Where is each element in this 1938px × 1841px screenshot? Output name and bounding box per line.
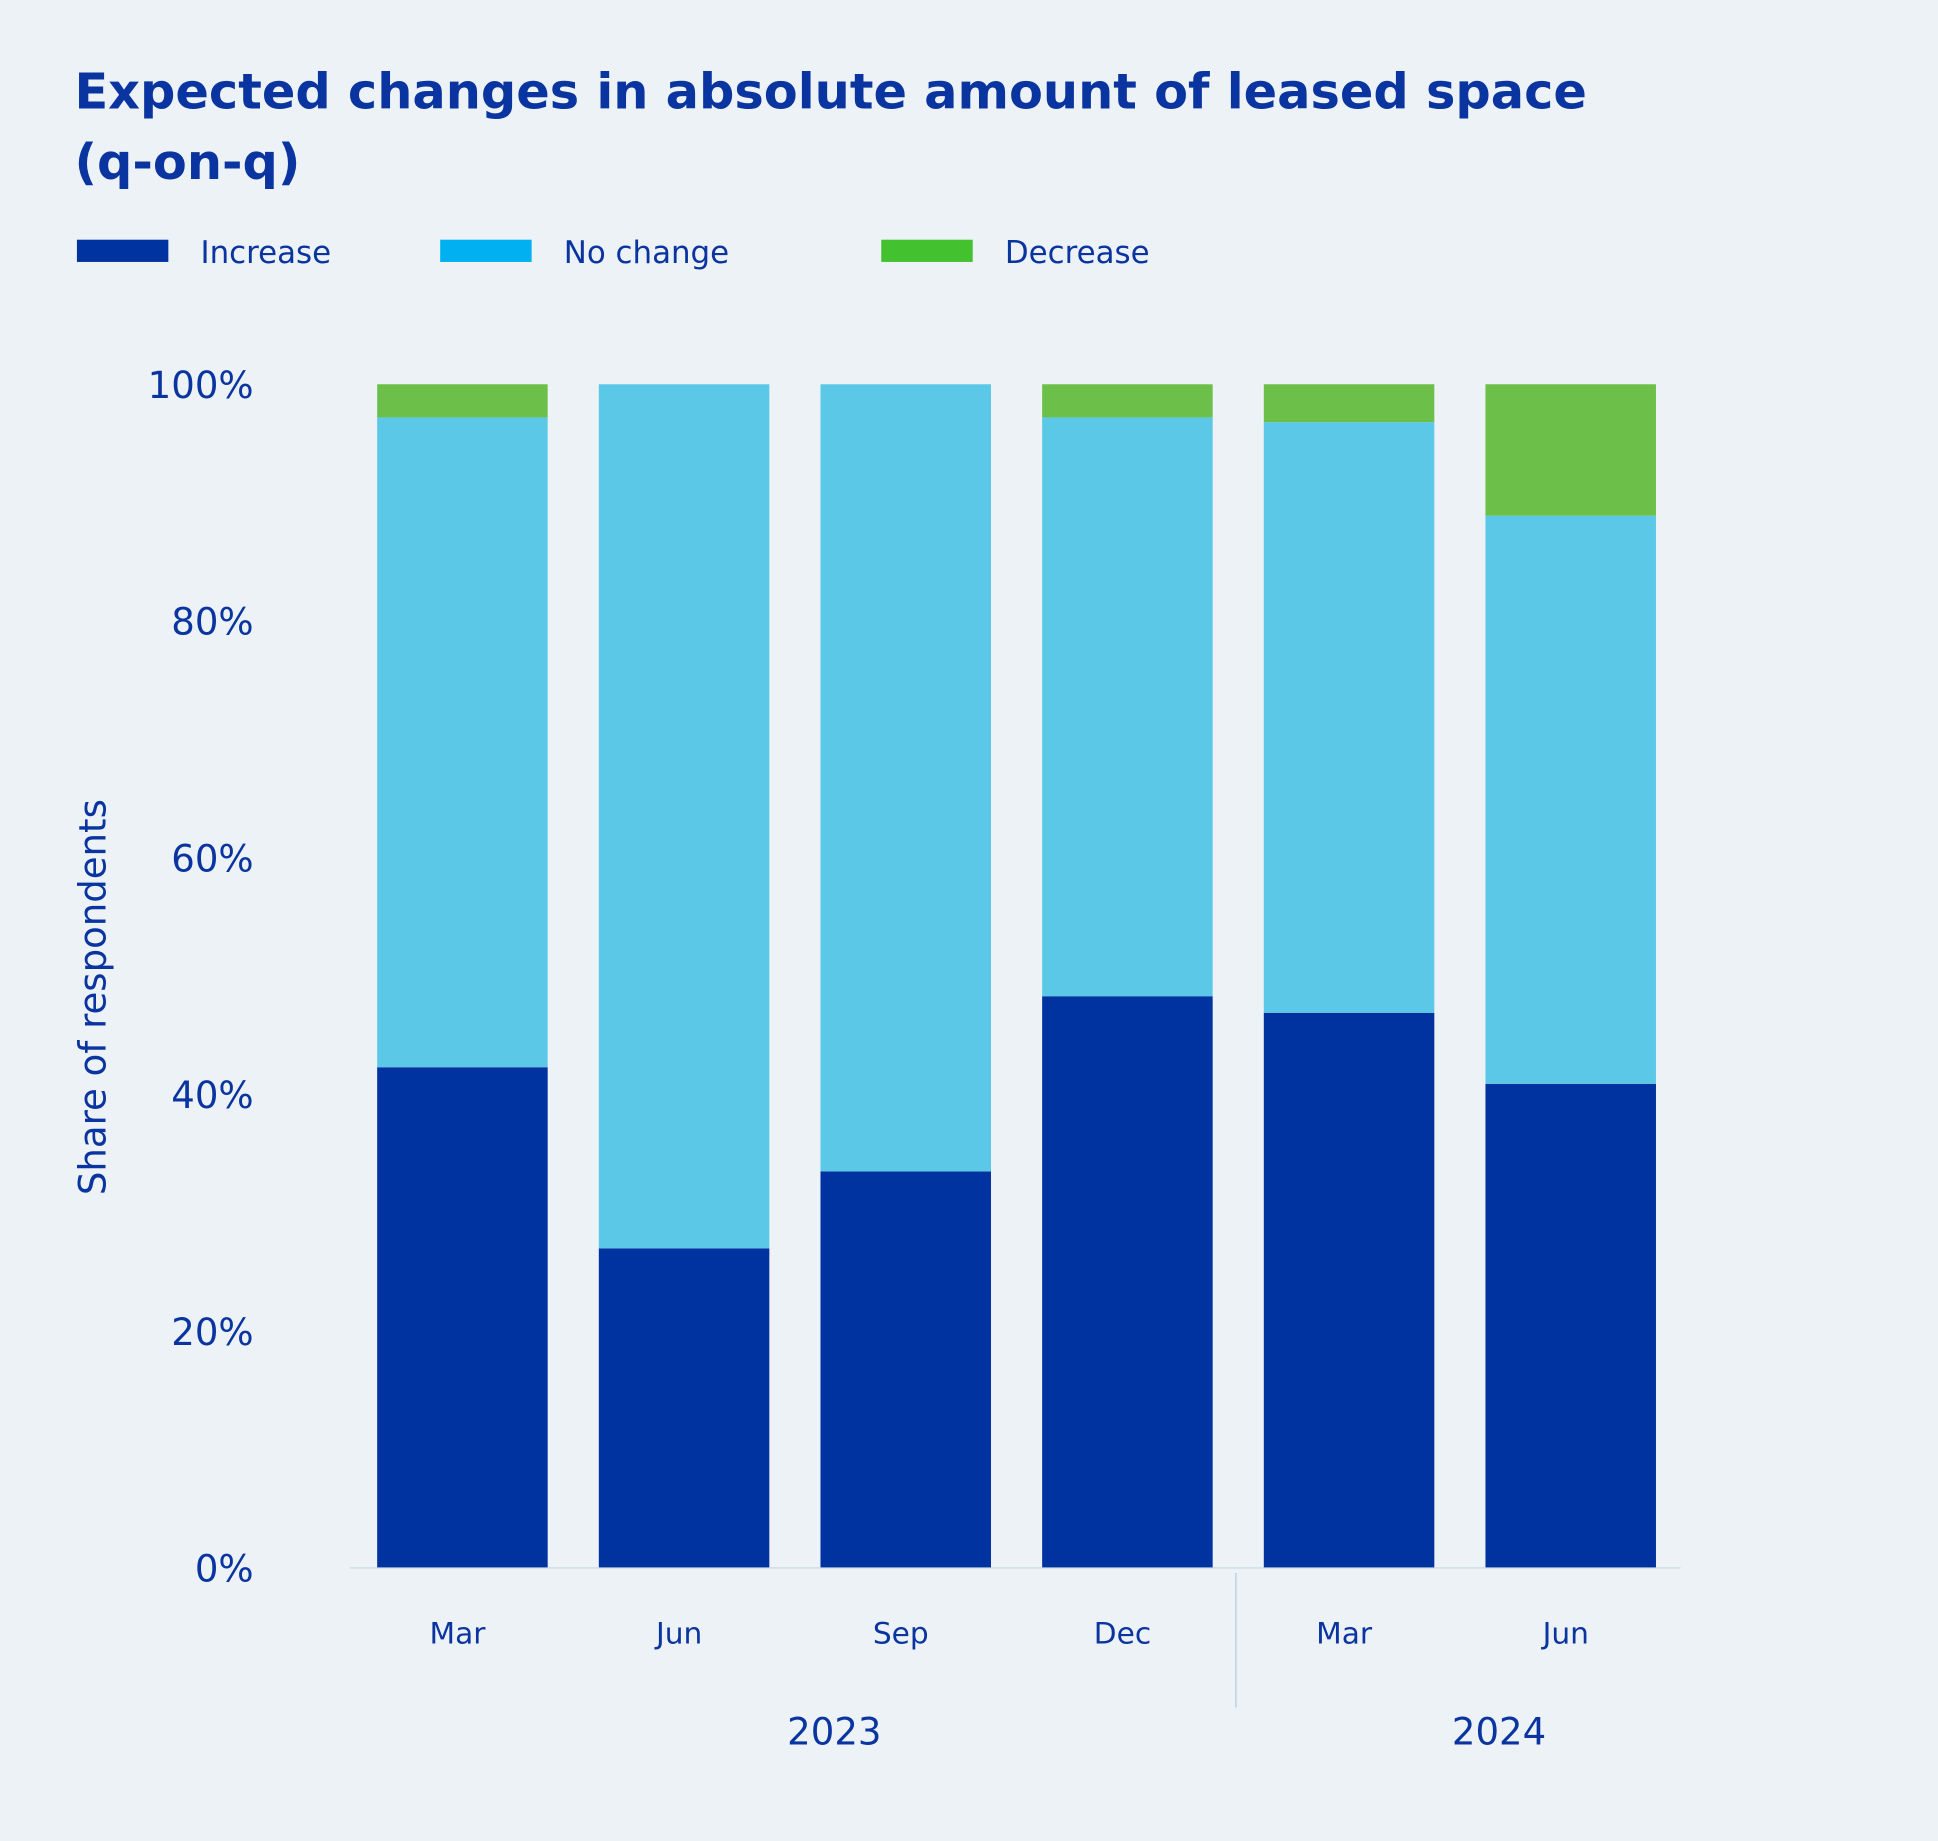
y-tick-label: 80% [171,601,253,644]
bar-segment-no-change [820,384,991,1172]
legend-swatch-no-change [440,239,532,262]
bar-segment-increase [377,1067,548,1568]
y-tick-label: 40% [171,1074,253,1117]
bar-segment-no-change [598,384,770,1249]
y-tick-label: 20% [171,1311,253,1354]
chart-title-line-1: Expected changes in absolute amount of l… [74,63,1586,121]
bar-segment-increase [598,1248,770,1568]
x-axis-ticks: Mar Jun Sep Dec Mar Jun [430,1615,1589,1650]
x-tick-label: Mar [1316,1615,1373,1650]
y-tick-label: 60% [171,837,253,880]
bar-segment-no-change [1263,422,1435,1013]
legend-swatch-increase [76,239,169,262]
bar-segment-decrease [1485,384,1656,516]
x-tick-label: Mar [430,1615,487,1650]
bar-segment-increase [1485,1083,1656,1568]
bar-segment-increase [1042,996,1213,1568]
chart-title-line-2: (q-on-q) [74,133,300,191]
y-axis-ticks: 0% 20% 40% 60% 80% 100% [148,364,254,1591]
legend-swatch-decrease [881,239,973,262]
x-tick-label: Jun [654,1615,702,1650]
legend-label-no-change: No change [564,235,729,271]
bar-segment-decrease [1042,384,1213,418]
bar-segment-decrease [377,384,548,418]
year-label: 2024 [1452,1711,1546,1754]
bars [377,384,1656,1568]
legend-label-increase: Increase [200,235,331,271]
year-label: 2023 [787,1711,881,1754]
x-tick-label: Jun [1541,1615,1589,1650]
year-labels: 2023 2024 [787,1711,1546,1754]
bar-segment-decrease [1263,384,1435,423]
x-tick-label: Sep [873,1615,929,1650]
y-axis-title: Share of respondents [71,799,114,1195]
bar-segment-no-change [1042,417,1213,997]
bar-segment-no-change [1485,515,1656,1084]
y-tick-label: 100% [148,364,254,407]
bar-segment-increase [1263,1012,1435,1568]
bar-segment-no-change [377,417,548,1068]
legend-label-decrease: Decrease [1005,235,1150,271]
legend: Increase No change Decrease [76,235,1150,271]
y-tick-label: 0% [195,1548,254,1591]
x-tick-label: Dec [1094,1615,1151,1650]
bar-segment-increase [820,1171,991,1568]
